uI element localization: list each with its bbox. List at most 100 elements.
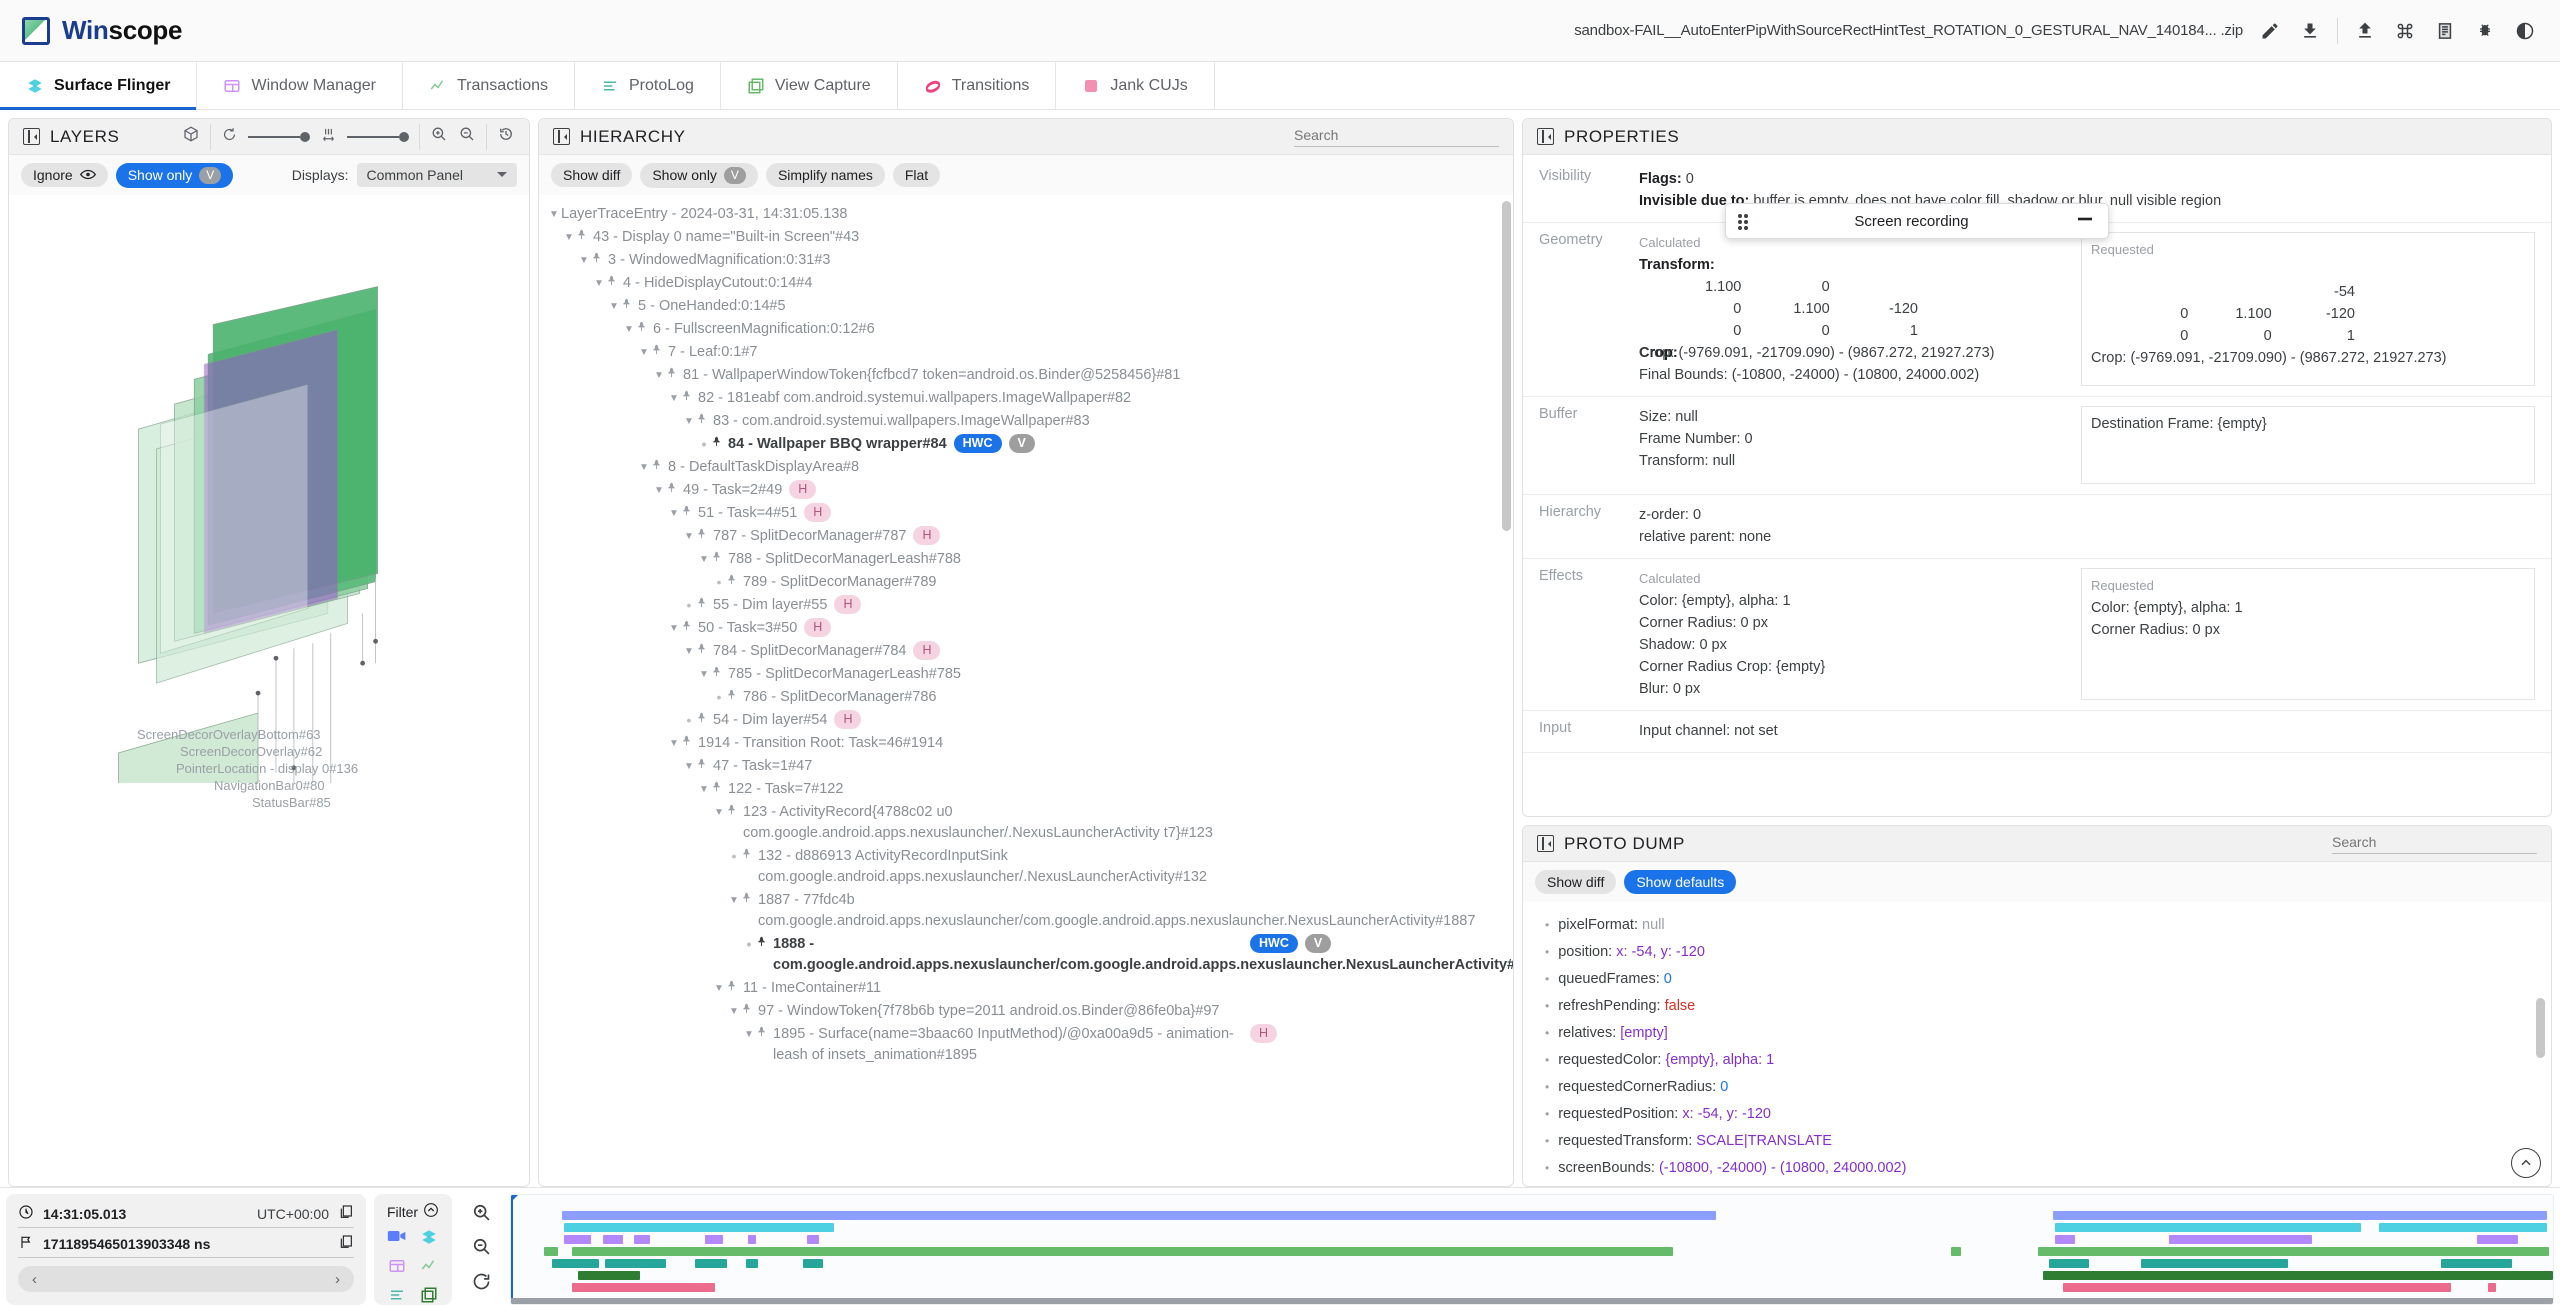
chevron-down-icon[interactable]: ▼ <box>609 301 619 312</box>
timeline-bar-protolog[interactable] <box>2440 1259 2513 1268</box>
layers-3d-view[interactable]: ScreenDecorOverlayBottom#63 ScreenDecorO… <box>9 195 529 1186</box>
rect-label-screendecoroverlay[interactable]: ScreenDecorOverlay#62 <box>180 744 323 759</box>
chip-flat[interactable]: Flat <box>892 163 941 187</box>
pin-icon[interactable] <box>711 434 724 455</box>
chevron-down-icon[interactable]: ▼ <box>729 895 739 906</box>
pin-icon[interactable] <box>666 365 679 386</box>
timeline-bar-transactions[interactable] <box>633 1235 650 1244</box>
pin-icon[interactable] <box>756 934 769 955</box>
proto-dump-item[interactable]: requestedTransform: SCALE|TRANSLATE <box>1545 1128 2551 1155</box>
tree-node[interactable]: ▼ 11 - ImeContainer#11 <box>547 977 1513 1000</box>
timeline-playhead[interactable] <box>511 1195 518 1304</box>
window-manager-icon[interactable] <box>388 1257 406 1280</box>
chevron-down-icon[interactable]: ▼ <box>549 209 559 220</box>
pin-icon[interactable] <box>606 273 619 294</box>
timeline-bar-transactions[interactable] <box>2054 1235 2076 1244</box>
timeline-bar-surface-flinger[interactable] <box>2054 1223 2362 1232</box>
tab-protolog[interactable]: ProtoLog <box>575 62 721 109</box>
chevron-down-icon[interactable]: ▼ <box>684 531 694 542</box>
tree-node[interactable]: ▼ 47 - Task=1#47 <box>547 755 1513 778</box>
proto-dump-item[interactable]: queuedFrames: 0 <box>1545 966 2551 993</box>
pin-icon[interactable] <box>741 890 754 911</box>
edit-icon[interactable] <box>2257 18 2283 44</box>
cube-3d-icon[interactable] <box>182 125 200 148</box>
chevron-down-icon[interactable]: ▼ <box>729 1006 739 1017</box>
collapse-icon[interactable] <box>1537 835 1554 852</box>
tree-node[interactable]: ▼ 83 - com.android.systemui.wallpapers.Im… <box>547 410 1513 433</box>
pin-icon[interactable] <box>726 572 739 593</box>
chevron-down-icon[interactable]: ▼ <box>669 508 679 519</box>
timeline-bar-transitions[interactable] <box>572 1283 716 1292</box>
tree-node[interactable]: • 1888 - com.google.android.apps.nexuslau… <box>547 933 1513 977</box>
hierarchy-search[interactable] <box>1294 126 1499 147</box>
hierarchy-scrollbar[interactable] <box>1502 201 1511 1180</box>
pin-icon[interactable] <box>726 978 739 999</box>
pin-icon[interactable] <box>711 779 724 800</box>
chevron-down-icon[interactable]: ▼ <box>699 554 709 565</box>
chevron-down-icon[interactable]: ▼ <box>699 784 709 795</box>
timeline-bar-protolog[interactable] <box>2140 1259 2288 1268</box>
spacing-slider[interactable] <box>347 131 409 142</box>
timeline-bar-protolog[interactable] <box>604 1259 667 1268</box>
timeline-bar-transactions[interactable] <box>602 1235 624 1244</box>
tree-node[interactable]: ▼ 97 - WindowToken{7f78b6b type=2011 andr… <box>547 1000 1513 1023</box>
pin-icon[interactable] <box>741 846 754 867</box>
surface-flinger-icon[interactable] <box>420 1228 438 1251</box>
copy-icon[interactable] <box>338 1204 354 1223</box>
download-icon[interactable] <box>2297 18 2323 44</box>
timeline-bar-view-capture[interactable] <box>578 1271 640 1280</box>
proto-dump-item[interactable]: relatives: [empty] <box>1545 1020 2551 1047</box>
timeline-ns-field[interactable]: 1711895465013903348 ns <box>18 1234 354 1258</box>
tree-node[interactable]: ▼ 4 - HideDisplayCutout:0:14#4 <box>547 272 1513 295</box>
docs-icon[interactable] <box>2432 18 2458 44</box>
pin-icon[interactable] <box>666 480 679 501</box>
tree-node[interactable]: • 132 - d886913 ActivityRecordInputSink c… <box>547 845 1513 889</box>
timeline-bar-transactions[interactable] <box>2169 1235 2313 1244</box>
proto-dump-item[interactable]: requestedCornerRadius: 0 <box>1545 1074 2551 1101</box>
chevron-down-icon[interactable]: ▼ <box>714 983 724 994</box>
tree-node[interactable]: • 54 - Dim layer#54 H <box>547 709 1513 732</box>
timeline-bar-protolog[interactable] <box>745 1259 759 1268</box>
timeline-bar-protolog[interactable] <box>694 1259 728 1268</box>
chip-show-diff[interactable]: Show diff <box>1535 870 1617 894</box>
tree-node[interactable]: ▼ 5 - OneHanded:0:14#5 <box>547 295 1513 318</box>
tree-node[interactable]: ▼ 785 - SplitDecorManagerLeash#785 <box>547 663 1513 686</box>
tab-view-capture[interactable]: View Capture <box>721 62 898 109</box>
chevron-down-icon[interactable]: ▼ <box>639 462 649 473</box>
chevron-up-icon[interactable] <box>423 1202 439 1221</box>
restore-icon[interactable] <box>497 125 515 148</box>
rotation-slider[interactable] <box>248 131 310 142</box>
screen-recording-icon[interactable] <box>387 1228 407 1251</box>
prev-entry-button[interactable]: ‹ <box>32 1270 37 1288</box>
timeline-bar-transactions[interactable] <box>704 1235 724 1244</box>
timeline-bar-window-manager[interactable] <box>543 1247 558 1256</box>
reset-icon[interactable] <box>471 1271 492 1297</box>
pin-icon[interactable] <box>696 710 709 731</box>
tree-node[interactable]: ▼ 7 - Leaf:0:1#7 <box>547 341 1513 364</box>
chevron-down-icon[interactable]: ▼ <box>684 416 694 427</box>
chevron-down-icon[interactable]: ▼ <box>699 669 709 680</box>
shortcuts-icon[interactable] <box>2392 18 2418 44</box>
tree-node[interactable]: ▼ 49 - Task=2#49 H <box>547 479 1513 502</box>
proto-dump-item[interactable]: requestedPosition: x: -54, y: -120 <box>1545 1101 2551 1128</box>
zoom-out-icon[interactable] <box>471 1236 492 1262</box>
pin-icon[interactable] <box>696 595 709 616</box>
tree-node[interactable]: • 789 - SplitDecorManager#789 <box>547 571 1513 594</box>
chevron-down-icon[interactable]: ▼ <box>669 738 679 749</box>
pin-icon[interactable] <box>651 457 664 478</box>
tab-window-manager[interactable]: Window Manager <box>197 62 403 109</box>
pin-icon[interactable] <box>681 503 694 524</box>
tree-node[interactable]: ▼ 3 - WindowedMagnification:0:31#3 <box>547 249 1513 272</box>
copy-icon[interactable] <box>338 1234 354 1253</box>
chevron-down-icon[interactable]: ▼ <box>654 370 664 381</box>
pin-icon[interactable] <box>696 756 709 777</box>
chip-ignore[interactable]: Ignore <box>21 163 108 187</box>
pin-icon[interactable] <box>651 342 664 363</box>
pin-icon[interactable] <box>726 802 739 823</box>
pin-icon[interactable] <box>681 618 694 639</box>
minimize-icon[interactable] <box>2074 212 2096 230</box>
upload-icon[interactable] <box>2352 18 2378 44</box>
pin-icon[interactable] <box>741 1001 754 1022</box>
pin-icon[interactable] <box>636 319 649 340</box>
timeline-scrollbar[interactable] <box>511 1298 2553 1304</box>
